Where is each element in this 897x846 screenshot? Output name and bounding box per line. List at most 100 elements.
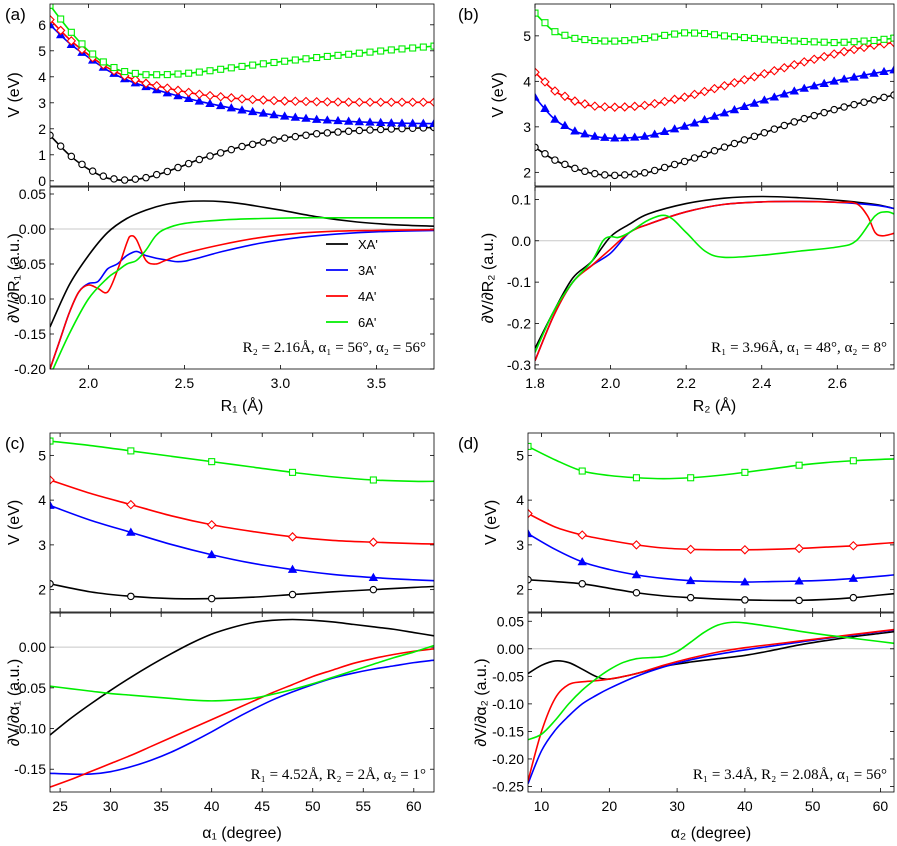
marker-6A [99,58,107,66]
marker-XA [650,166,659,175]
marker-XA [184,159,193,168]
marker-XA [790,118,799,126]
marker-6A [302,55,310,63]
marker-XA [578,580,586,588]
marker-XA [830,105,838,114]
x-tick-label: 40 [737,798,753,814]
y-tick-label: -0.25 [492,778,524,794]
marker-4A [287,532,298,542]
marker-3A [528,528,533,538]
y-tick-label: -0.3 [507,357,531,373]
series-group [50,437,434,603]
marker-XA [50,131,54,140]
marker-4A [50,475,55,485]
marker-6A [681,29,689,37]
marker-XA [730,139,739,148]
x-tick-label: 2.0 [601,375,621,391]
x-tick-label: 60 [873,798,889,814]
marker-3A [729,104,740,114]
parameter-annotation: R₁ = 3.4Å, R₂ = 2.08Å, α₁ = 56° [693,767,887,783]
marker-3A [269,110,279,119]
y-tick-label: -0.05 [492,668,524,684]
panel-label: (b) [458,5,479,24]
x-tick-label: 60 [406,798,422,814]
series-group [535,9,894,180]
series-line-3A [50,659,434,776]
marker-4A [679,92,690,102]
marker-XA [591,169,599,178]
bottom-axes: -0.3 -0.2 -0.1 0.0 0.1 1.8 2.0 2.2 2.4 2.6 [507,186,895,391]
marker-XA [227,145,236,154]
marker-XA [127,592,135,601]
marker-4A [769,65,780,76]
series-line-4A [50,19,434,104]
x-tick-label: 35 [153,798,169,814]
x-tick-label: 3.0 [271,375,291,391]
marker-4A [819,51,829,62]
marker-6A [355,49,363,57]
top-axes: 2 3 4 5 [523,3,895,187]
x-tick-label: 30 [669,798,685,814]
x-tick-label: 3.5 [367,375,387,391]
marker-4A [279,96,290,106]
marker-XA [369,585,378,594]
y-tick-label: 5 [516,447,524,463]
marker-3A [333,115,343,125]
marker-4A [333,97,343,107]
marker-6A [571,34,579,42]
marker-4A [55,25,66,36]
plot-frame [534,186,895,370]
marker-3A [630,132,640,141]
marker-6A [601,37,609,45]
marker-6A [50,437,54,445]
marker-4A [794,543,804,554]
marker-3A [205,98,215,107]
marker-3A [354,117,365,126]
x-axis-label: R₂ (Å) [693,396,737,415]
marker-3A [226,103,237,112]
marker-3A [386,118,397,127]
marker-4A [66,36,77,46]
series-line-3A [535,200,894,362]
marker-4A [365,97,375,108]
marker-3A [237,105,247,114]
marker-4A [685,544,696,555]
marker-4A [151,80,162,91]
marker-4A [799,57,810,67]
marker-4A [669,94,680,105]
marker-3A [550,114,560,123]
marker-XA [850,100,858,109]
x-tick-label: 2.4 [752,375,772,391]
marker-6A [632,474,640,482]
y-tick-label: 5 [38,43,46,59]
marker-6A [740,34,748,42]
y-axis-label-bottom: ∂V/∂α₁ (a.u.) [6,659,23,746]
marker-XA [288,590,297,599]
marker-4A [759,68,770,79]
marker-6A [195,68,203,76]
marker-XA [334,128,342,136]
marker-6A [323,52,331,60]
marker-3A [418,118,429,127]
marker-3A [809,81,819,90]
y-axis-label-top: V (eV) [6,500,23,545]
marker-6A [551,28,559,36]
marker-6A [760,35,768,43]
marker-6A [741,468,749,476]
bottom-axes: -0.20 -0.15 -0.10 -0.05 0.00 0.05 2.0 2.5 3.0 3.5 [14,186,435,391]
marker-3A [685,575,696,585]
x-tick-label: 1.8 [525,375,545,391]
marker-4A [848,540,859,551]
marker-3A [749,98,760,107]
y-tick-label: 5 [523,28,531,44]
marker-XA [88,167,97,175]
marker-XA [528,576,532,584]
marker-3A [247,106,258,116]
marker-XA [56,142,65,150]
marker-XA [680,157,689,166]
series-group [50,4,434,184]
panel-d: (d) 2 3 4 5 -0.25 -0.20 -0.15 -0.10 -0.05 0.00 0.05… [458,432,895,842]
marker-XA [152,170,161,179]
marker-3A [839,74,849,83]
marker-4A [247,94,258,105]
